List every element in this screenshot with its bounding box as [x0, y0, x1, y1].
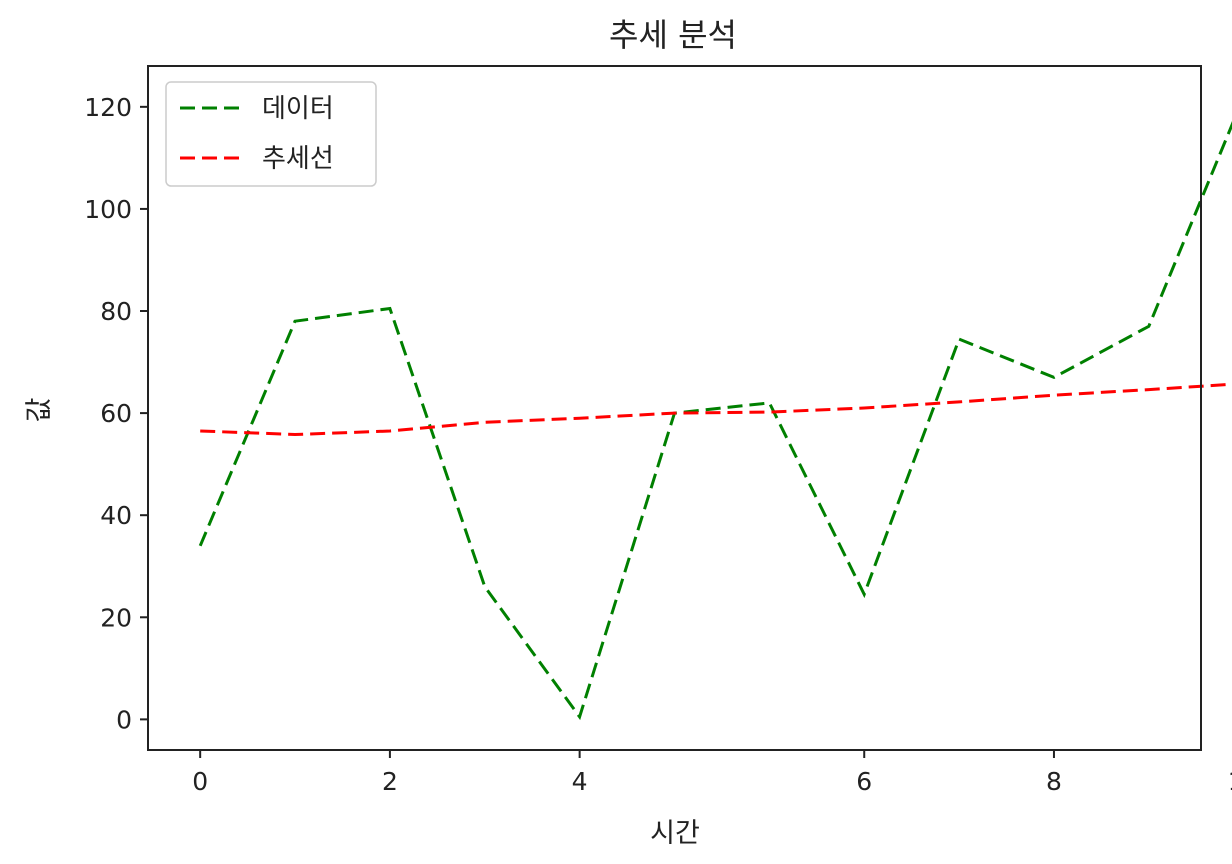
y-tick-label: 100	[84, 195, 132, 224]
x-tick-label: 8	[1046, 767, 1062, 796]
x-axis-label: 시간	[650, 818, 700, 849]
x-tick-label: 0	[192, 767, 208, 796]
legend-label-1: 추세선	[262, 144, 334, 174]
y-tick-label: 120	[84, 93, 132, 122]
y-tick-label: 80	[100, 297, 132, 326]
legend-box	[165, 81, 377, 187]
legend-label-0: 데이터	[262, 94, 334, 124]
series-line-0	[198, 120, 1232, 721]
y-axis: 0 20 40 60 80 100 120	[84, 93, 148, 734]
axes-frame	[147, 65, 1202, 751]
y-tick-label: 40	[100, 501, 132, 530]
x-tick-label: 2	[382, 767, 398, 796]
y-tick-label: 20	[100, 603, 132, 632]
y-tick-label: 0	[116, 705, 132, 734]
chart-title: 추세 분석	[609, 16, 737, 54]
x-tick-label: 10	[1228, 767, 1232, 796]
x-tick-label: 6	[856, 767, 872, 796]
x-axis: 0 2 4 6 8 10	[192, 750, 1232, 796]
series-line-1	[200, 382, 1232, 437]
x-tick-label: 4	[572, 767, 588, 796]
y-axis-label: 값	[24, 398, 55, 423]
y-tick-label: 60	[100, 399, 132, 428]
plot-area	[198, 120, 1232, 721]
